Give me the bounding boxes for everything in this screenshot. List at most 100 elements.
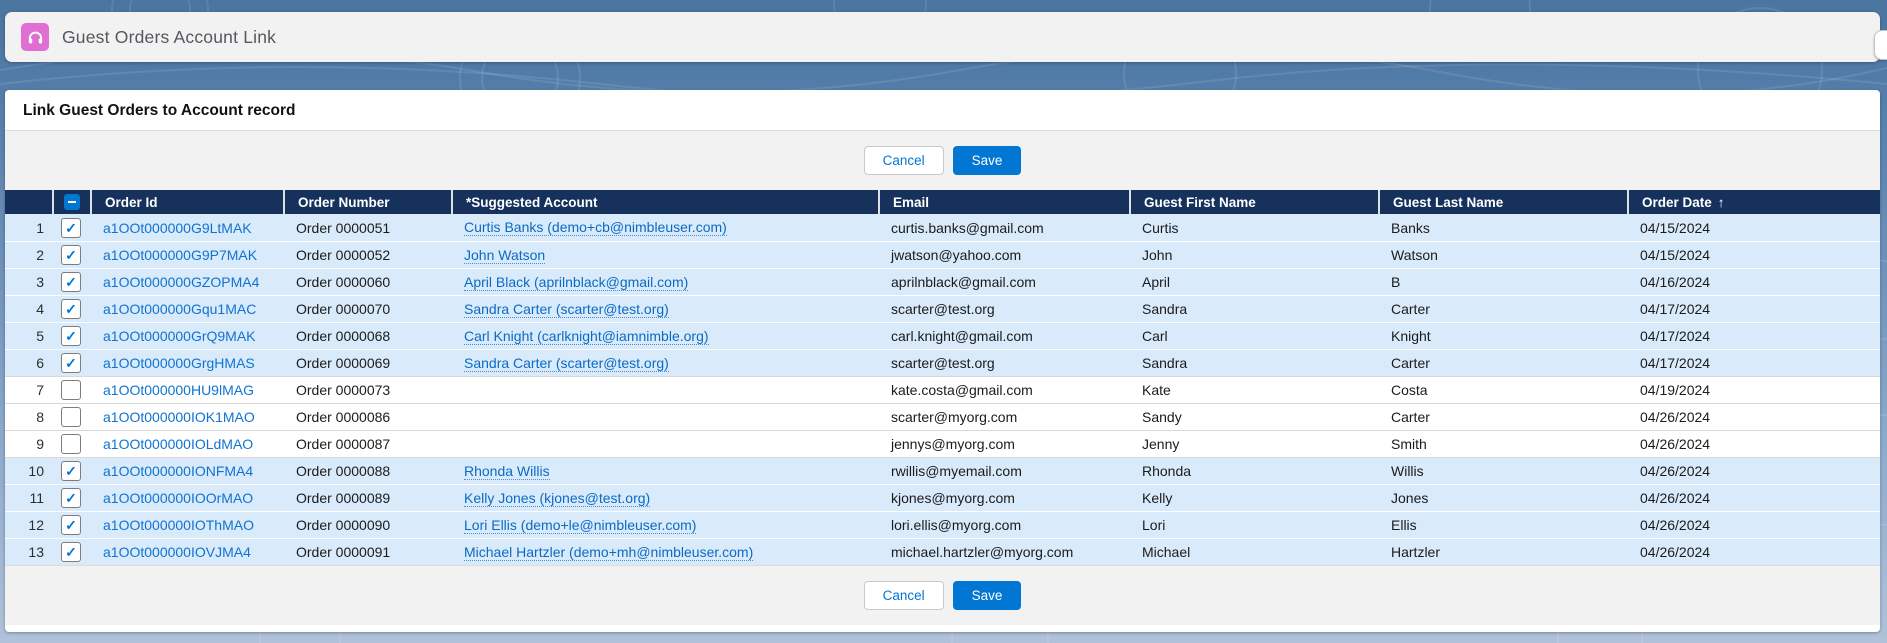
suggested-account-link[interactable]: Carl Knight (carlknight@iamnimble.org) bbox=[464, 327, 709, 345]
row-checkbox[interactable]: ✓ bbox=[61, 245, 81, 265]
suggested-account-cell bbox=[451, 377, 878, 403]
suggested-account-link[interactable]: Sandra Carter (scarter@test.org) bbox=[464, 354, 669, 372]
suggested-account-cell: Rhonda Willis bbox=[451, 458, 878, 484]
row-number: 5 bbox=[36, 328, 44, 344]
row-number: 4 bbox=[36, 301, 44, 317]
row-checkbox[interactable]: ✓ bbox=[61, 299, 81, 319]
order-date-cell: 04/15/2024 bbox=[1640, 247, 1711, 263]
order-id-cell: a1OOt000000HU9lMAG bbox=[90, 377, 283, 403]
order-id-link[interactable]: a1OOt000000IOLdMAO bbox=[103, 436, 254, 452]
row-checkbox[interactable]: ✓ bbox=[61, 326, 81, 346]
suggested-account-link[interactable]: Kelly Jones (kjones@test.org) bbox=[464, 489, 651, 507]
order-id-link[interactable]: a1OOt000000IOK1MAO bbox=[103, 409, 255, 425]
th-order-number[interactable]: Order Number bbox=[283, 190, 451, 214]
order-id-cell: a1OOt000000IOVJMA4 bbox=[90, 539, 283, 565]
guest-last-name-cell: Banks bbox=[1391, 219, 1430, 236]
order-id-cell: a1OOt000000IOOrMAO bbox=[90, 485, 283, 511]
order-id-link[interactable]: a1OOt000000G9LtMAK bbox=[103, 219, 252, 236]
table-header-row: Order Id Order Number *Suggested Account… bbox=[5, 190, 1880, 214]
select-all-checkbox[interactable] bbox=[64, 194, 80, 210]
th-row-number bbox=[5, 190, 52, 214]
suggested-account-cell: John Watson bbox=[451, 242, 878, 268]
row-checkbox[interactable]: ✓ bbox=[61, 272, 81, 292]
order-number-cell: Order 0000060 bbox=[296, 274, 391, 290]
flow-panel: Link Guest Orders to Account record Canc… bbox=[5, 90, 1880, 632]
order-id-link[interactable]: a1OOt000000IONFMA4 bbox=[103, 463, 254, 479]
row-checkbox[interactable]: ✓ bbox=[61, 488, 81, 508]
order-date-cell: 04/17/2024 bbox=[1640, 355, 1711, 371]
table-row: 7 a1OOt000000HU9lMAG Order 0000073 kate.cos… bbox=[5, 376, 1880, 403]
guest-last-name-cell: Ellis bbox=[1391, 517, 1417, 533]
order-id-link[interactable]: a1OOt000000GrQ9MAK bbox=[103, 328, 256, 344]
order-id-cell: a1OOt000000IOLdMAO bbox=[90, 431, 283, 457]
guest-first-name-cell: Sandra bbox=[1142, 301, 1188, 317]
row-checkbox-cell bbox=[52, 431, 90, 457]
save-button[interactable]: Save bbox=[952, 581, 1022, 610]
guest-last-name-cell: Carter bbox=[1391, 355, 1430, 371]
row-checkbox[interactable]: ✓ bbox=[61, 515, 81, 535]
order-date-cell: 04/26/2024 bbox=[1640, 436, 1711, 452]
suggested-account-link[interactable]: Lori Ellis (demo+le@nimbleuser.com) bbox=[464, 516, 697, 534]
order-id-link[interactable]: a1OOt000000IOVJMA4 bbox=[103, 544, 251, 560]
table-row: 4 ✓ a1OOt000000Gqu1MAC Order 0000070 Sandra … bbox=[5, 295, 1880, 322]
edge-panel-tab[interactable] bbox=[1874, 30, 1887, 60]
order-id-cell: a1OOt000000G9P7MAK bbox=[90, 242, 283, 268]
guest-last-name-cell: Carter bbox=[1391, 409, 1430, 425]
row-number: 12 bbox=[28, 517, 44, 533]
order-number-cell: Order 0000090 bbox=[296, 517, 391, 533]
order-date-cell: 04/17/2024 bbox=[1640, 328, 1711, 344]
row-number: 10 bbox=[28, 463, 44, 479]
cancel-button[interactable]: Cancel bbox=[863, 146, 944, 175]
row-checkbox[interactable] bbox=[61, 407, 81, 427]
email-cell: scarter@myorg.com bbox=[891, 409, 1018, 425]
order-date-cell: 04/26/2024 bbox=[1640, 517, 1711, 533]
row-number: 13 bbox=[28, 544, 44, 560]
th-order-id[interactable]: Order Id bbox=[90, 190, 283, 214]
row-number: 8 bbox=[36, 409, 44, 425]
guest-last-name-cell: Jones bbox=[1391, 490, 1429, 506]
order-number-cell: Order 0000089 bbox=[296, 490, 391, 506]
row-checkbox[interactable]: ✓ bbox=[61, 217, 81, 238]
suggested-account-link[interactable]: Rhonda Willis bbox=[464, 462, 550, 480]
row-checkbox-cell: ✓ bbox=[52, 512, 90, 538]
suggested-account-link[interactable]: Michael Hartzler (demo+mh@nimbleuser.com… bbox=[464, 543, 754, 561]
order-date-cell: 04/15/2024 bbox=[1640, 219, 1711, 236]
email-cell: scarter@test.org bbox=[891, 301, 995, 317]
guest-first-name-cell: Carl bbox=[1142, 328, 1168, 344]
cancel-button[interactable]: Cancel bbox=[863, 581, 944, 610]
order-id-cell: a1OOt000000IOK1MAO bbox=[90, 404, 283, 430]
th-guest-first-name[interactable]: Guest First Name bbox=[1129, 190, 1378, 214]
order-id-cell: a1OOt000000Gqu1MAC bbox=[90, 296, 283, 322]
suggested-account-link[interactable]: Curtis Banks (demo+cb@nimbleuser.com) bbox=[464, 219, 727, 236]
row-checkbox[interactable]: ✓ bbox=[61, 461, 81, 481]
order-number-cell: Order 0000087 bbox=[296, 436, 391, 452]
suggested-account-link[interactable]: April Black (aprilnblack@gmail.com) bbox=[464, 273, 689, 291]
order-number-cell: Order 0000070 bbox=[296, 301, 391, 317]
th-select-all[interactable] bbox=[52, 190, 90, 214]
order-id-link[interactable]: a1OOt000000GZOPMA4 bbox=[103, 274, 260, 290]
order-id-link[interactable]: a1OOt000000GrgHMAS bbox=[103, 355, 255, 371]
order-id-link[interactable]: a1OOt000000IOThMAO bbox=[103, 517, 254, 533]
order-id-link[interactable]: a1OOt000000Gqu1MAC bbox=[103, 301, 257, 317]
suggested-account-link[interactable]: John Watson bbox=[464, 246, 546, 264]
th-email[interactable]: Email bbox=[878, 190, 1129, 214]
th-order-date[interactable]: Order Date ↑ bbox=[1627, 190, 1880, 214]
save-button[interactable]: Save bbox=[952, 146, 1022, 175]
order-id-link[interactable]: a1OOt000000HU9lMAG bbox=[103, 382, 254, 398]
row-checkbox[interactable]: ✓ bbox=[61, 542, 81, 562]
email-cell: curtis.banks@gmail.com bbox=[891, 219, 1044, 236]
th-suggested-account[interactable]: *Suggested Account bbox=[451, 190, 878, 214]
row-checkbox[interactable]: ✓ bbox=[61, 353, 81, 373]
row-checkbox-cell bbox=[52, 377, 90, 403]
table-row: 11 ✓ a1OOt000000IOOrMAO Order 0000089 Kelly … bbox=[5, 484, 1880, 511]
guest-last-name-cell: Willis bbox=[1391, 463, 1424, 479]
order-id-link[interactable]: a1OOt000000IOOrMAO bbox=[103, 490, 254, 506]
suggested-account-cell bbox=[451, 431, 878, 457]
row-number: 9 bbox=[36, 436, 44, 452]
suggested-account-link[interactable]: Sandra Carter (scarter@test.org) bbox=[464, 300, 669, 318]
order-id-link[interactable]: a1OOt000000G9P7MAK bbox=[103, 247, 258, 263]
row-checkbox[interactable] bbox=[61, 434, 81, 454]
th-guest-last-name[interactable]: Guest Last Name bbox=[1378, 190, 1627, 214]
row-checkbox[interactable] bbox=[61, 380, 81, 400]
panel-heading: Link Guest Orders to Account record bbox=[23, 102, 296, 119]
